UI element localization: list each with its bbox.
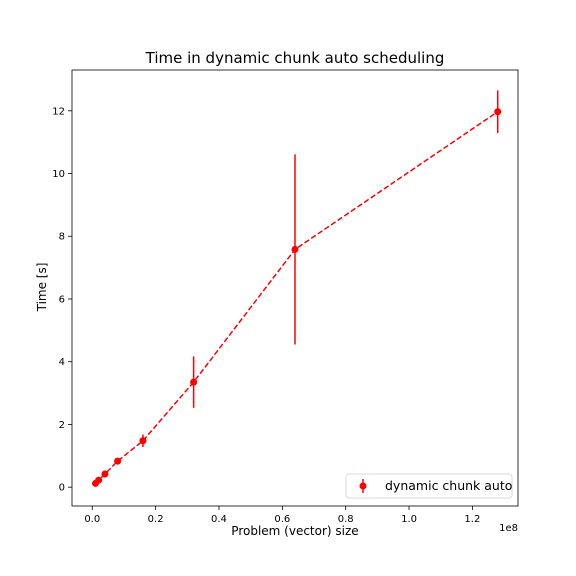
y-tick-label: 8 — [59, 232, 65, 243]
y-tick-label: 10 — [52, 169, 65, 180]
data-point — [291, 245, 299, 253]
x-axis-offset-text: 1e8 — [499, 523, 518, 534]
y-tick-label: 4 — [59, 357, 65, 368]
x-axis-ticks: 0.0 0.2 0.4 0.6 0.8 1.0 1.2 — [84, 506, 480, 525]
legend: dynamic chunk auto — [345, 473, 513, 499]
data-point — [494, 108, 502, 116]
x-tick-label: 0.8 — [338, 514, 354, 525]
chart-title: Time in dynamic chunk auto scheduling — [145, 49, 445, 67]
y-tick-label: 6 — [59, 294, 65, 305]
x-tick-label: 0.0 — [84, 514, 100, 525]
data-point — [95, 476, 103, 484]
x-tick-label: 1.0 — [401, 514, 417, 525]
plot-area — [71, 69, 519, 507]
y-tick-label: 2 — [59, 420, 65, 431]
y-axis-title: Time [s] — [35, 263, 49, 313]
x-tick-label: 0.6 — [274, 514, 290, 525]
x-tick-label: 0.2 — [148, 514, 164, 525]
y-axis-ticks: 0 2 4 6 8 10 12 — [52, 106, 72, 494]
legend-label: dynamic chunk auto — [385, 478, 512, 493]
y-tick-label: 0 — [59, 483, 65, 494]
data-point — [114, 457, 122, 465]
x-axis-title: Problem (vector) size — [231, 524, 358, 538]
y-tick-label: 12 — [52, 106, 65, 117]
data-point — [190, 378, 198, 386]
series-line — [94, 111, 499, 484]
data-point — [139, 437, 147, 445]
legend-marker-icon — [359, 482, 367, 490]
series-layer — [91, 90, 502, 487]
x-tick-label: 1.2 — [464, 514, 480, 525]
legend-box — [345, 473, 513, 499]
x-tick-label: 0.4 — [211, 514, 227, 525]
data-point — [101, 470, 109, 478]
